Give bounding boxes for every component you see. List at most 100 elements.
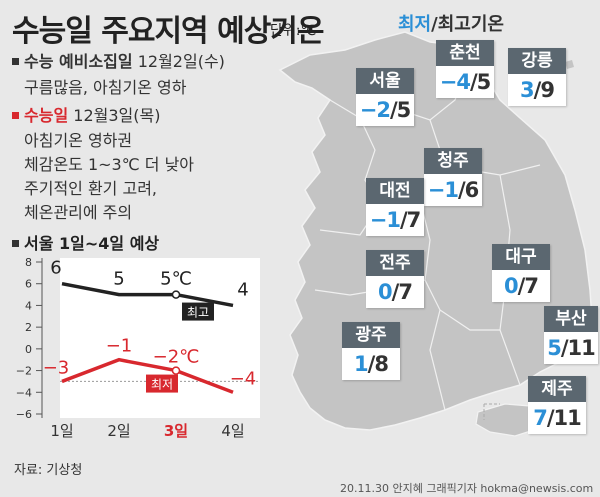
city-name: 서울	[356, 68, 414, 94]
credit-label: 20.11.30 안지혜 그래픽기자 hokma@newsis.com	[340, 482, 594, 495]
x-axis: 1일 2일 3일 4일	[50, 422, 244, 440]
map-legend: 최저/최고기온	[398, 10, 504, 36]
data-label: −2℃	[153, 347, 200, 368]
series-line	[61, 357, 234, 394]
city-min: −2	[359, 98, 391, 122]
city-min: −1	[427, 178, 459, 202]
city-name: 전주	[366, 250, 424, 276]
city-min: 7	[533, 406, 548, 430]
y-tick-label: 0	[25, 343, 32, 356]
city-box-daejeon: 대전 −1/7	[366, 178, 424, 236]
city-temps: 3/9	[520, 78, 555, 102]
city-min: 5	[547, 336, 562, 360]
exam-line: 주기적인 환기 고려,	[24, 179, 158, 198]
prelim-date: 12월2일(수)	[137, 52, 225, 71]
city-min: −4	[439, 70, 471, 94]
city-name: 광주	[342, 322, 400, 348]
city-min: 0	[504, 274, 519, 298]
source-label: 자료: 기상청	[14, 463, 83, 478]
city-min: 1	[354, 352, 369, 376]
legend-min: 최저	[398, 14, 432, 35]
prelim-label: 수능 예비소집일	[24, 52, 133, 71]
city-temps: 1/8	[354, 352, 389, 376]
exam-date: 12월3일(목)	[73, 106, 161, 125]
city-box-jeonju: 전주 0/7	[366, 250, 424, 308]
city-min: 0	[378, 280, 393, 304]
city-max: 7	[398, 280, 413, 304]
city-box-gwangju: 광주 1/8	[342, 322, 400, 380]
city-max: 6	[464, 178, 480, 202]
y-tick-label: 8	[25, 256, 32, 269]
jeju-dashed-box	[483, 403, 500, 420]
city-max: 8	[374, 352, 389, 376]
y-tick-label: 4	[25, 299, 32, 312]
city-box-daegu: 대구 0/7	[492, 244, 550, 302]
series-group: 6 5 5℃ 4 최고 −3 −1 −2℃ −4 최저	[43, 258, 257, 394]
city-name: 부산	[544, 306, 598, 332]
x-tick-label: 2일	[107, 422, 130, 440]
data-label: 5℃	[160, 269, 192, 290]
city-max: 11	[567, 336, 596, 360]
city-temps: 5/11	[547, 336, 596, 360]
data-label: −3	[43, 357, 70, 378]
y-tick-label: 6	[25, 278, 32, 291]
series-tag-bg	[146, 374, 178, 393]
exam-label: 수능일	[24, 106, 69, 125]
city-temps: −2/5	[359, 98, 412, 122]
x-tick-label: 4일	[221, 422, 244, 440]
y-tick-label: −6	[16, 408, 32, 421]
x-tick-label: 1일	[50, 422, 73, 440]
city-box-jeju: 제주 7/11	[528, 376, 586, 434]
city-name: 대전	[366, 178, 424, 204]
city-max: 7	[406, 208, 422, 232]
city-box-seoul: 서울 −2/5	[356, 68, 414, 126]
data-label: 6	[50, 258, 61, 279]
y-tick-label: −2	[16, 365, 32, 378]
seoul-temp-chart: 8 6 4 2 0 −2 −4 −6 1일 2일 3일 4일 6 5 5℃ 4 최고 −3 −1 −2℃ −4 최저	[16, 256, 260, 440]
city-temps: 0/7	[504, 274, 539, 298]
city-name: 청주	[424, 148, 482, 174]
city-box-cheongju: 청주 −1/6	[424, 148, 482, 206]
series-line	[61, 281, 234, 308]
x-tick-label: 3일	[164, 422, 188, 440]
city-box-chuncheon: 춘천 −4/5	[436, 40, 494, 98]
data-point	[171, 290, 181, 299]
data-label: 5	[113, 269, 124, 290]
chart-title: 서울 1일~4일 예상	[24, 234, 160, 253]
data-label: −4	[230, 368, 257, 389]
city-max: 11	[553, 406, 582, 430]
city-min: 3	[520, 78, 535, 102]
bullet-prelim	[12, 58, 19, 65]
city-temps: −4/5	[439, 70, 492, 94]
series-tag-bg	[182, 302, 214, 321]
prelim-desc: 구름많음, 아침기온 영하	[24, 78, 187, 97]
exam-line: 체온관리에 주의	[24, 203, 133, 222]
city-name: 춘천	[436, 40, 494, 66]
city-max: 5	[476, 70, 492, 94]
data-label: −1	[106, 336, 133, 357]
exam-heading: 수능일 12월3일(목)	[24, 102, 160, 126]
city-name: 대구	[492, 244, 550, 270]
bullet-chart	[12, 240, 19, 247]
data-point	[171, 366, 181, 375]
city-min: −1	[369, 208, 401, 232]
y-tick-label: 2	[25, 321, 32, 334]
city-temps: 0/7	[378, 280, 413, 304]
city-temps: −1/7	[369, 208, 422, 232]
exam-line: 체감온도 1~3℃ 더 낮아	[24, 155, 195, 174]
y-tick-label: −4	[16, 386, 32, 399]
city-temps: 7/11	[533, 406, 582, 430]
prelim-heading: 수능 예비소집일 12월2일(수)	[24, 48, 225, 72]
unit-label: 단위:℃	[270, 23, 317, 39]
data-label: 4	[237, 279, 248, 300]
legend-max: 최고기온	[437, 14, 504, 35]
bullet-exam	[12, 112, 19, 119]
city-box-gangneung: 강릉 3/9	[508, 48, 566, 106]
city-max: 5	[396, 98, 412, 122]
exam-line: 아침기온 영하권	[24, 131, 133, 150]
page-title: 수능일 주요지역 예상기온	[12, 14, 324, 49]
city-max: 7	[524, 274, 539, 298]
ulleung-island	[565, 60, 574, 69]
city-name: 강릉	[508, 48, 566, 74]
city-temps: −1/6	[427, 178, 480, 202]
